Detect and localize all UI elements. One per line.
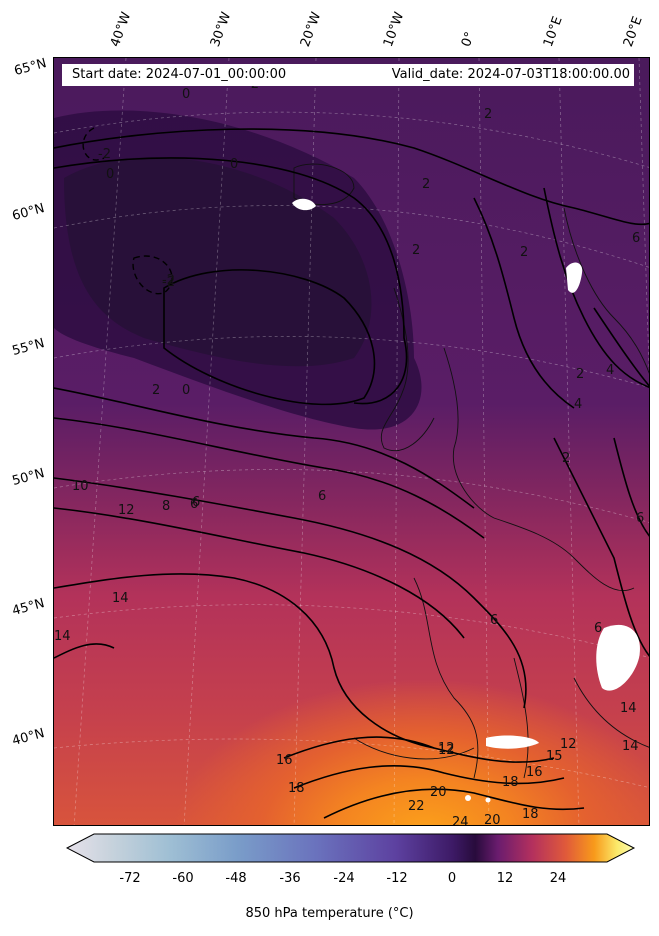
contour-label: 12 [560, 737, 577, 752]
lat-label-40n: 40°N [10, 726, 47, 749]
colorbar-bar [66, 833, 636, 863]
contour-label: 12 [438, 741, 455, 756]
colorbar-tick: -72 [119, 871, 141, 886]
negative-isotherms [82, 127, 173, 295]
contour-label: 12 [438, 743, 455, 758]
contour-label: 16 [526, 765, 543, 780]
contour-label: 15 [546, 749, 563, 764]
lon-label-20w: 20°W [297, 10, 325, 49]
contour-label: 20 [484, 813, 501, 826]
colorbar-tick: 12 [496, 871, 514, 886]
valid-date-label: Valid_date: 2024-07-03T18:00:00.00 [391, 67, 630, 82]
hot-region [54, 458, 649, 825]
contour-label: 6 [490, 613, 498, 628]
colorbar-tick: -60 [172, 871, 194, 886]
lon-label-20e: 20°E [620, 14, 646, 50]
contour-label: 6 [190, 497, 198, 512]
contour-label: 14 [622, 739, 639, 754]
contour-label: 22 [408, 799, 425, 814]
lat-label-50n: 50°N [10, 466, 47, 489]
cold-core [64, 157, 372, 367]
lat-label-45n: 45°N [10, 596, 47, 619]
lon-label-0: 0° [458, 29, 479, 49]
lon-label-30w: 30°W [207, 10, 235, 49]
start-date-label: Start date: 2024-07-01_00:00:00 [72, 67, 287, 82]
contour-label: -2 [162, 275, 175, 290]
contour-label: 4 [574, 397, 582, 412]
contour-label: 6 [632, 231, 640, 246]
contour-label: 6 [192, 495, 200, 510]
colorbar-tick: -12 [386, 871, 408, 886]
contour-label: 10 [72, 479, 89, 494]
contour-label: 8 [162, 499, 170, 514]
contour-label: -2 [98, 147, 111, 162]
contour-label: 2 [152, 383, 160, 398]
contour-label: 2 [520, 245, 528, 260]
lat-label-60n: 60°N [10, 201, 47, 224]
contour-label: 14 [54, 629, 71, 644]
contour-label: 4 [606, 363, 614, 378]
lat-label-65n: 65°N [12, 56, 49, 79]
contour-label: 14 [112, 591, 129, 606]
lat-label-55n: 55°N [10, 336, 47, 359]
colorbar-tick: -48 [225, 871, 247, 886]
contour-label: 6 [318, 489, 326, 504]
contour-label: 16 [276, 753, 293, 768]
contour-label: 0 [182, 87, 190, 102]
colorbar-tick: -24 [333, 871, 355, 886]
contour-label: 12 [118, 503, 135, 518]
lon-label-10w: 10°W [380, 10, 408, 49]
contour-label: 0 [230, 157, 238, 172]
contour-label: -2 [162, 273, 175, 288]
contour-label: 6 [636, 511, 644, 526]
colorbar-tick: 24 [549, 871, 567, 886]
contour-label: 6 [594, 621, 602, 636]
colorbar-tick: 0 [447, 871, 457, 886]
info-bar: Start date: 2024-07-01_00:00:00 Valid_da… [62, 64, 634, 86]
colorbar-label: 850 hPa temperature (°C) [245, 906, 414, 921]
colorbar-tick: -36 [279, 871, 301, 886]
contour-label: 20 [430, 785, 447, 800]
contour-label: 18 [522, 807, 539, 822]
graticule [54, 58, 649, 825]
contour-label: 18 [288, 781, 305, 796]
map-svg: -2 0 2 -2 0 2 2 2 6 2 4 0 -2 0 -2 2 6 6 … [54, 58, 649, 826]
colorbar [66, 833, 636, 863]
contour-label: 2 [484, 107, 492, 122]
contour-label: 2 [576, 367, 584, 382]
contour-label: 0 [106, 167, 114, 182]
missing-data [292, 198, 640, 803]
temperature-map: -2 0 2 -2 0 2 2 2 6 2 4 0 -2 0 -2 2 6 6 … [53, 57, 650, 826]
lon-label-40w: 40°W [107, 10, 135, 49]
contour-label: 24 [452, 815, 469, 826]
contour-label: 14 [620, 701, 637, 716]
contour-label: 18 [502, 775, 519, 790]
isotherms [54, 128, 649, 819]
contour-label: 0 [182, 383, 190, 398]
contour-label: 2 [562, 451, 570, 466]
lon-label-10e: 10°E [540, 14, 566, 50]
contour-label-group: -2 0 2 -2 0 2 2 2 6 2 4 0 -2 0 -2 2 6 6 … [54, 77, 644, 826]
contour-label: 2 [412, 243, 420, 258]
contour-label: 2 [422, 177, 430, 192]
